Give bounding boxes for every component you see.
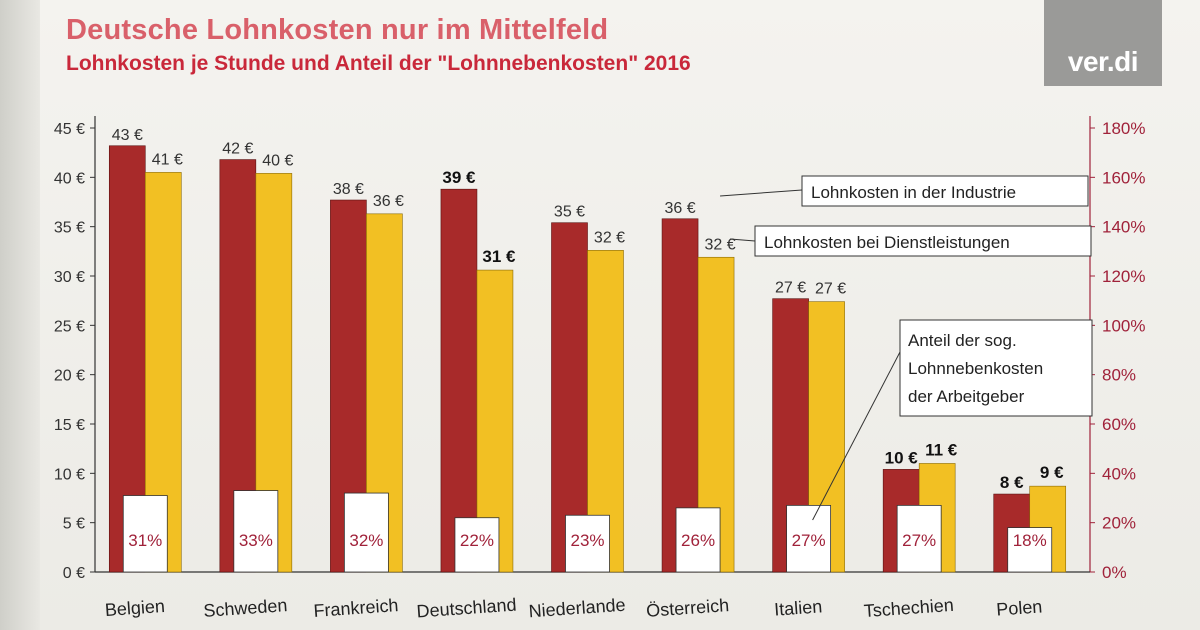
callout-box-industrie — [801, 175, 1089, 207]
bar-lohnnebenkosten — [896, 504, 942, 573]
logo-text: ver.di — [1067, 46, 1139, 77]
value-label-dienstleistungen: 32 € — [594, 229, 625, 246]
bar-industrie — [551, 222, 588, 573]
value-label-dienstleistungen: 36 € — [373, 193, 404, 210]
y-tick-label-right: 180% — [1102, 119, 1145, 138]
value-label-industrie: 10 € — [885, 448, 919, 467]
category-label: Österreich — [646, 595, 730, 621]
y-tick-label-right: 120% — [1102, 267, 1145, 286]
y-tick-label-left: 40 € — [54, 170, 85, 187]
y-tick-label-left: 20 € — [54, 368, 85, 385]
legend-lohnnebenkosten-line2: Lohnnebenkosten — [908, 359, 1043, 378]
percent-label: 31% — [128, 531, 162, 550]
bar-lohnnebenkosten — [675, 507, 721, 573]
y-tick-label-left: 35 € — [54, 220, 85, 237]
callout-line-industrie — [720, 189, 803, 197]
y-tick-label-right: 60% — [1102, 415, 1136, 434]
value-label-industrie: 38 € — [333, 181, 364, 198]
percent-label: 27% — [902, 531, 936, 550]
y-tick-label-right: 100% — [1102, 316, 1145, 335]
verdi-logo: ver.di — [1044, 0, 1162, 86]
value-label-dienstleistungen: 11 € — [925, 440, 958, 459]
bar-lohnnebenkosten — [786, 504, 832, 573]
callout-box-lohnnebenkosten — [899, 319, 1093, 417]
value-label-industrie: 36 € — [664, 200, 695, 217]
bar-lohnnebenkosten — [122, 495, 168, 573]
y-tick-label-right: 160% — [1102, 168, 1145, 187]
y-tick-label-right: 40% — [1102, 464, 1136, 483]
value-label-industrie: 39 € — [442, 168, 476, 187]
y-tick-label-left: 0 € — [63, 565, 85, 582]
bar-lohnnebenkosten — [343, 492, 389, 573]
y-tick-label-left: 25 € — [54, 318, 85, 335]
category-label: Polen — [996, 596, 1043, 619]
chart-subtitle: Lohnkosten je Stunde und Anteil der "Loh… — [66, 52, 691, 75]
callout-line-lohnnebenkosten — [812, 351, 901, 521]
percent-label: 23% — [570, 531, 604, 550]
bar-industrie — [440, 188, 478, 573]
y-tick-label-left: 30 € — [54, 269, 85, 286]
bar-lohnnebenkosten — [565, 514, 610, 573]
value-label-dienstleistungen: 27 € — [815, 281, 846, 298]
category-label: Schweden — [203, 595, 288, 621]
percent-label: 26% — [681, 531, 715, 550]
category-label: Tschechien — [863, 595, 954, 621]
value-label-dienstleistungen: 32 € — [704, 236, 735, 253]
page-edge — [0, 0, 40, 630]
percent-label: 33% — [239, 531, 273, 550]
percent-label: 27% — [792, 531, 826, 550]
percent-label: 32% — [349, 531, 383, 550]
y-tick-label-right: 140% — [1102, 218, 1145, 237]
chart-title: Deutsche Lohnkosten nur im Mittelfeld — [66, 14, 609, 46]
bar-lohnnebenkosten — [233, 490, 279, 573]
callout-line-dienstleistungen — [730, 238, 756, 242]
legend-lohnnebenkosten-line1: Anteil der sog. — [908, 331, 1017, 350]
percent-label: 18% — [1013, 531, 1047, 550]
bar-lohnnebenkosten — [454, 517, 500, 573]
value-label-industrie: 43 € — [112, 127, 143, 144]
legend-lohnnebenkosten-line3: der Arbeitgeber — [908, 387, 1025, 406]
y-tick-label-right: 0% — [1102, 563, 1127, 582]
category-label: Belgien — [104, 596, 165, 620]
category-label: Italien — [774, 596, 823, 619]
value-label-industrie: 8 € — [1000, 473, 1024, 492]
y-tick-label-right: 20% — [1102, 514, 1136, 533]
legend-dienstleistungen: Lohnkosten bei Dienstleistungen — [764, 233, 1010, 252]
value-label-dienstleistungen: 9 € — [1040, 463, 1064, 482]
value-label-industrie: 27 € — [775, 280, 806, 297]
category-label: Deutschland — [416, 595, 517, 622]
y-tick-label-left: 15 € — [54, 417, 85, 434]
y-tick-label-left: 45 € — [54, 121, 85, 138]
percent-label: 22% — [460, 531, 494, 550]
value-label-industrie: 42 € — [222, 141, 253, 158]
y-tick-label-left: 5 € — [63, 516, 85, 533]
value-label-dienstleistungen: 41 € — [152, 151, 183, 168]
category-label: Niederlande — [528, 595, 626, 622]
value-label-industrie: 35 € — [554, 204, 585, 221]
legend-industrie: Lohnkosten in der Industrie — [811, 183, 1016, 202]
value-label-dienstleistungen: 40 € — [262, 152, 293, 169]
callout-box-dienstleistungen — [754, 225, 1092, 257]
category-label: Frankreich — [313, 595, 399, 621]
value-label-dienstleistungen: 31 € — [482, 247, 516, 266]
y-tick-label-left: 10 € — [54, 466, 85, 483]
y-tick-label-right: 80% — [1102, 366, 1136, 385]
bar-lohnnebenkosten — [1007, 527, 1053, 573]
